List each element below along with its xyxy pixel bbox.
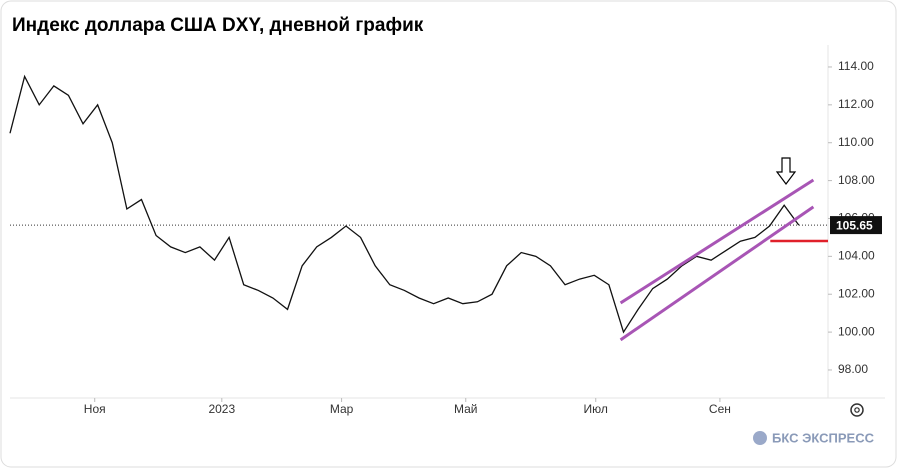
brand: БКС ЭКСПРЕСС (772, 430, 875, 445)
y-tick-label: 110.00 (838, 135, 874, 149)
x-tick-label: Сен (709, 402, 731, 416)
last-price-box (830, 216, 882, 235)
x-tick-label: Мар (330, 402, 354, 416)
y-tick-label: 104.00 (838, 249, 875, 263)
channel-lower (619, 205, 815, 342)
gear-center (854, 407, 860, 413)
channel-upper (619, 178, 815, 305)
x-tick-label: Июл (584, 402, 608, 416)
arrow (775, 157, 797, 185)
y-tick-label: 114.00 (838, 59, 874, 73)
y-tick-label: 112.00 (838, 97, 874, 111)
last-price-label: 105.65 (836, 218, 873, 232)
x-tick-label: Ноя (84, 402, 106, 416)
y-tick-label: 102.00 (838, 286, 875, 300)
settings-icon[interactable] (850, 403, 864, 417)
x-tick-label: 2023 (208, 402, 235, 416)
y-tick-label: 108.00 (838, 173, 875, 187)
chart-title: Индекс доллара США DXY, дневной график (12, 15, 424, 36)
y-tick-label: 98.00 (838, 362, 868, 376)
brand-logo (753, 431, 767, 445)
price-line (9, 74, 800, 334)
x-tick-label: Май (454, 402, 478, 416)
gear (850, 403, 864, 417)
y-tick-label: 100.00 (838, 324, 875, 338)
